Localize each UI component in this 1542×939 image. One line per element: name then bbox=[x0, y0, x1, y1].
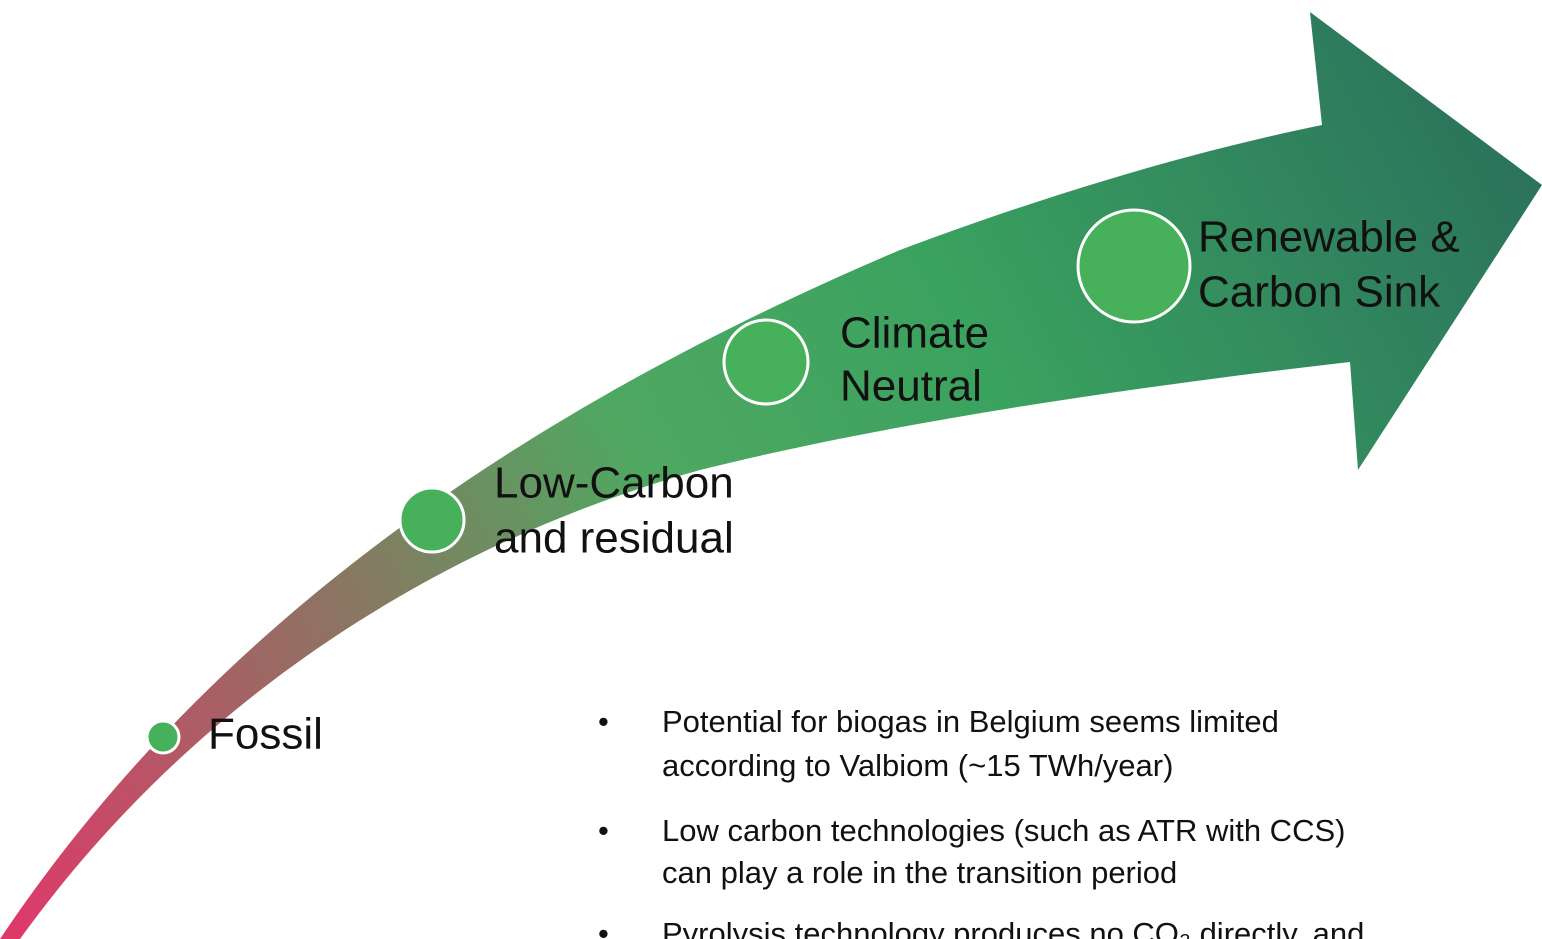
stage-label: Climate bbox=[840, 309, 989, 358]
bullet-text: Pyrolysis technology produces no CO₂ dir… bbox=[662, 916, 1364, 939]
stage-circle bbox=[1076, 208, 1192, 324]
stage-label: Neutral bbox=[840, 362, 982, 411]
transition-arrow bbox=[0, 12, 1542, 939]
bullet-text: according to Valbiom (~15 TWh/year) bbox=[662, 748, 1173, 783]
bullet-marker: • bbox=[598, 916, 609, 939]
stage-label: Low-Carbon bbox=[494, 459, 734, 508]
bullet-text: can play a role in the transition period bbox=[662, 855, 1177, 890]
bullet-marker: • bbox=[598, 704, 609, 739]
stage-label: Renewable & bbox=[1198, 213, 1460, 262]
stage-label: Fossil bbox=[208, 710, 323, 759]
stage-circle bbox=[722, 318, 810, 406]
bullet-text: Low carbon technologies (such as ATR wit… bbox=[662, 813, 1345, 848]
stage-circle bbox=[145, 719, 181, 755]
stage-label: and residual bbox=[494, 514, 734, 563]
stage-label: Carbon Sink bbox=[1198, 268, 1441, 317]
stage-circle bbox=[398, 486, 466, 554]
bullet-text: Potential for biogas in Belgium seems li… bbox=[662, 704, 1279, 739]
bullet-marker: • bbox=[598, 813, 609, 848]
